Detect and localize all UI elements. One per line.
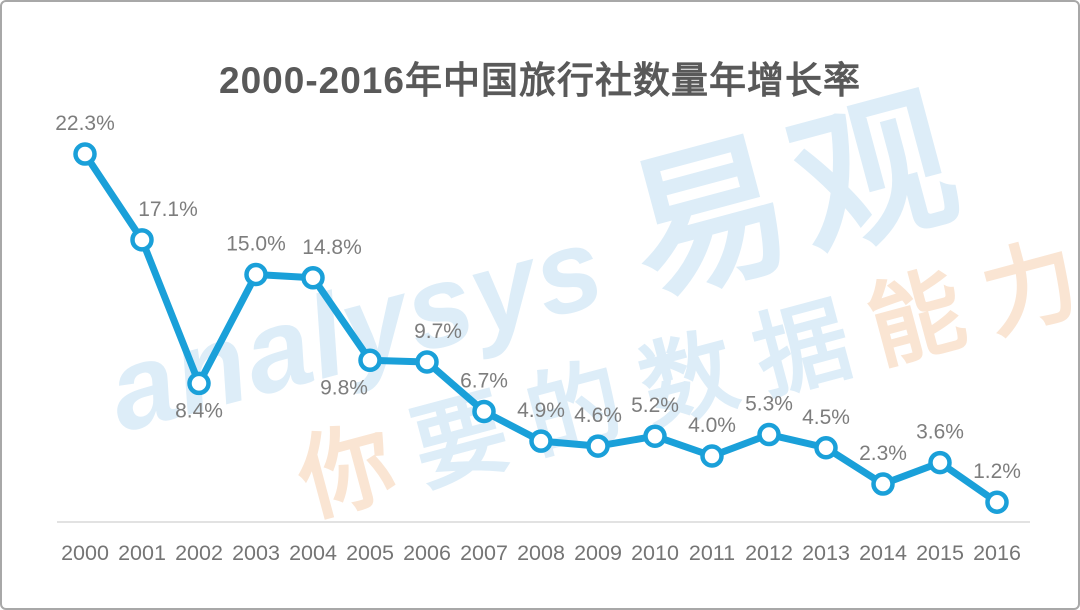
data-point-label: 4.0% [688,414,736,437]
data-point-marker [529,429,553,453]
data-point-marker [871,472,895,496]
data-point-label: 6.7% [460,369,508,392]
data-point-marker [928,450,952,475]
data-point-label: 22.3% [55,112,115,135]
data-point-marker [130,228,154,252]
data-point-marker [700,444,724,468]
data-point-marker [586,434,610,458]
data-point-marker [73,142,97,166]
data-point-label: 9.8% [320,376,368,399]
data-point-marker [358,348,382,373]
x-axis-label: 2007 [460,541,508,565]
data-point-marker [757,422,781,447]
x-axis-label: 2010 [631,541,679,565]
data-point-label: 9.7% [414,320,462,343]
data-point-label: 8.4% [175,399,223,422]
x-axis-label: 2000 [61,541,109,565]
data-point-marker [301,266,325,290]
x-axis-label: 2004 [289,541,337,565]
x-axis-label: 2012 [745,541,793,565]
x-axis-label: 2008 [517,541,565,565]
data-point-marker [244,262,268,287]
x-axis-label: 2003 [232,541,280,565]
data-point-marker [985,490,1009,514]
data-point-label: 5.3% [745,393,793,416]
data-point-label: 2.3% [859,442,907,465]
data-point-marker [472,399,496,424]
data-point-label: 1.2% [973,460,1021,483]
x-axis-label: 2014 [859,541,907,565]
x-axis-label: 2011 [689,541,735,565]
data-point-label: 4.9% [517,399,565,422]
data-point-label: 14.8% [302,236,362,259]
data-point-label: 4.5% [802,406,850,429]
data-point-label: 3.6% [916,421,964,444]
x-axis-label: 2015 [916,541,964,565]
data-point-marker [814,436,838,460]
data-point-label: 15.0% [226,233,286,256]
x-axis-label: 2005 [346,541,394,565]
data-point-label: 17.1% [138,198,198,221]
data-point-label: 4.6% [574,404,622,427]
data-point-marker [415,350,439,374]
x-axis-label: 2009 [574,541,622,565]
x-axis-label: 2006 [403,541,451,565]
data-point-marker [643,424,667,448]
data-point-marker [187,371,211,396]
x-axis-label: 2016 [973,541,1021,565]
x-axis-label: 2002 [175,541,223,565]
x-axis-label: 2001 [118,541,166,565]
data-point-label: 5.2% [631,394,679,417]
x-axis-label: 2013 [802,541,850,565]
